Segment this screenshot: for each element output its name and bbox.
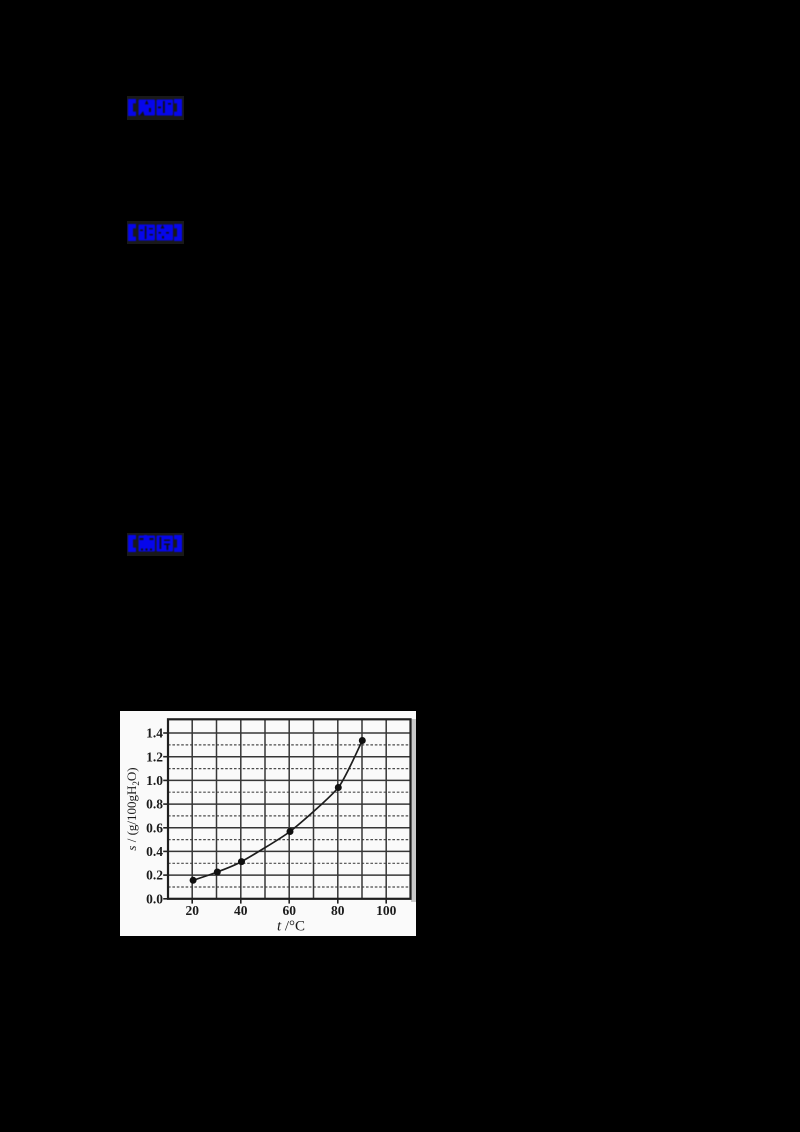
svg-text:20: 20 <box>185 903 199 918</box>
svg-text:0.0: 0.0 <box>146 891 163 906</box>
svg-text:0.6: 0.6 <box>146 820 163 835</box>
svg-text:40: 40 <box>234 903 248 918</box>
svg-text:0.4: 0.4 <box>146 844 163 859</box>
svg-text:t /°C: t /°C <box>277 919 305 935</box>
svg-text:0.8: 0.8 <box>146 797 163 812</box>
svg-text:80: 80 <box>331 903 345 918</box>
svg-text:60: 60 <box>282 903 296 918</box>
svg-text:1.2: 1.2 <box>146 749 163 764</box>
svg-text:100: 100 <box>376 903 397 918</box>
svg-text:0.2: 0.2 <box>146 868 163 883</box>
svg-text:s / (g/100gH2O): s / (g/100gH2O) <box>124 767 141 850</box>
svg-text:1.0: 1.0 <box>146 773 163 788</box>
svg-text:1.4: 1.4 <box>146 726 163 741</box>
